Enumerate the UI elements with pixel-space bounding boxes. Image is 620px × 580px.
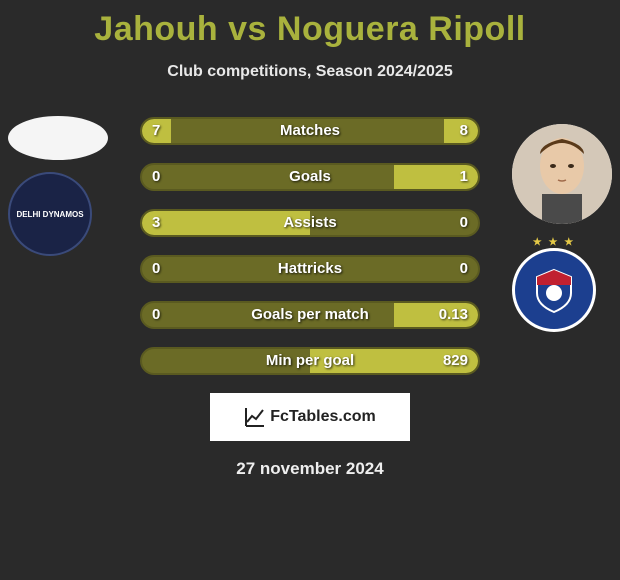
player-left-name: Jahouh [94, 10, 218, 48]
stat-row: 01Goals [140, 163, 480, 191]
stat-row: 00Hattricks [140, 255, 480, 283]
club-left-badge: DELHI DYNAMOS [8, 172, 92, 256]
face-icon [512, 124, 612, 224]
subtitle: Club competitions, Season 2024/2025 [0, 63, 620, 81]
stat-label: Min per goal [142, 349, 478, 373]
stat-row: 00.13Goals per match [140, 301, 480, 329]
stat-label: Matches [142, 119, 478, 143]
player-right-avatar [512, 124, 612, 224]
stats-panel: 78Matches 01Goals 30Assists 00Hattricks 00.1… [140, 117, 480, 375]
stat-row: 829Min per goal [140, 347, 480, 375]
chart-icon [244, 406, 266, 428]
player-right-name: Noguera Ripoll [277, 10, 526, 48]
stat-label: Goals [142, 165, 478, 189]
brand-text: FcTables.com [270, 408, 376, 426]
page-title: Jahouh vs Noguera Ripoll [0, 10, 620, 49]
stat-label: Goals per match [142, 303, 478, 327]
stat-row: 30Assists [140, 209, 480, 237]
player-left-avatar [8, 116, 108, 160]
shield-icon [529, 265, 579, 315]
vs-text: vs [228, 10, 267, 48]
stat-label: Assists [142, 211, 478, 235]
stat-row: 78Matches [140, 117, 480, 145]
stat-label: Hattricks [142, 257, 478, 281]
date-text: 27 november 2024 [0, 459, 620, 479]
brand-box[interactable]: FcTables.com [210, 393, 410, 441]
club-left-label: DELHI DYNAMOS [16, 210, 83, 219]
left-avatars-column: DELHI DYNAMOS [8, 116, 108, 256]
right-avatars-column [512, 124, 612, 332]
club-right-badge [512, 248, 596, 332]
